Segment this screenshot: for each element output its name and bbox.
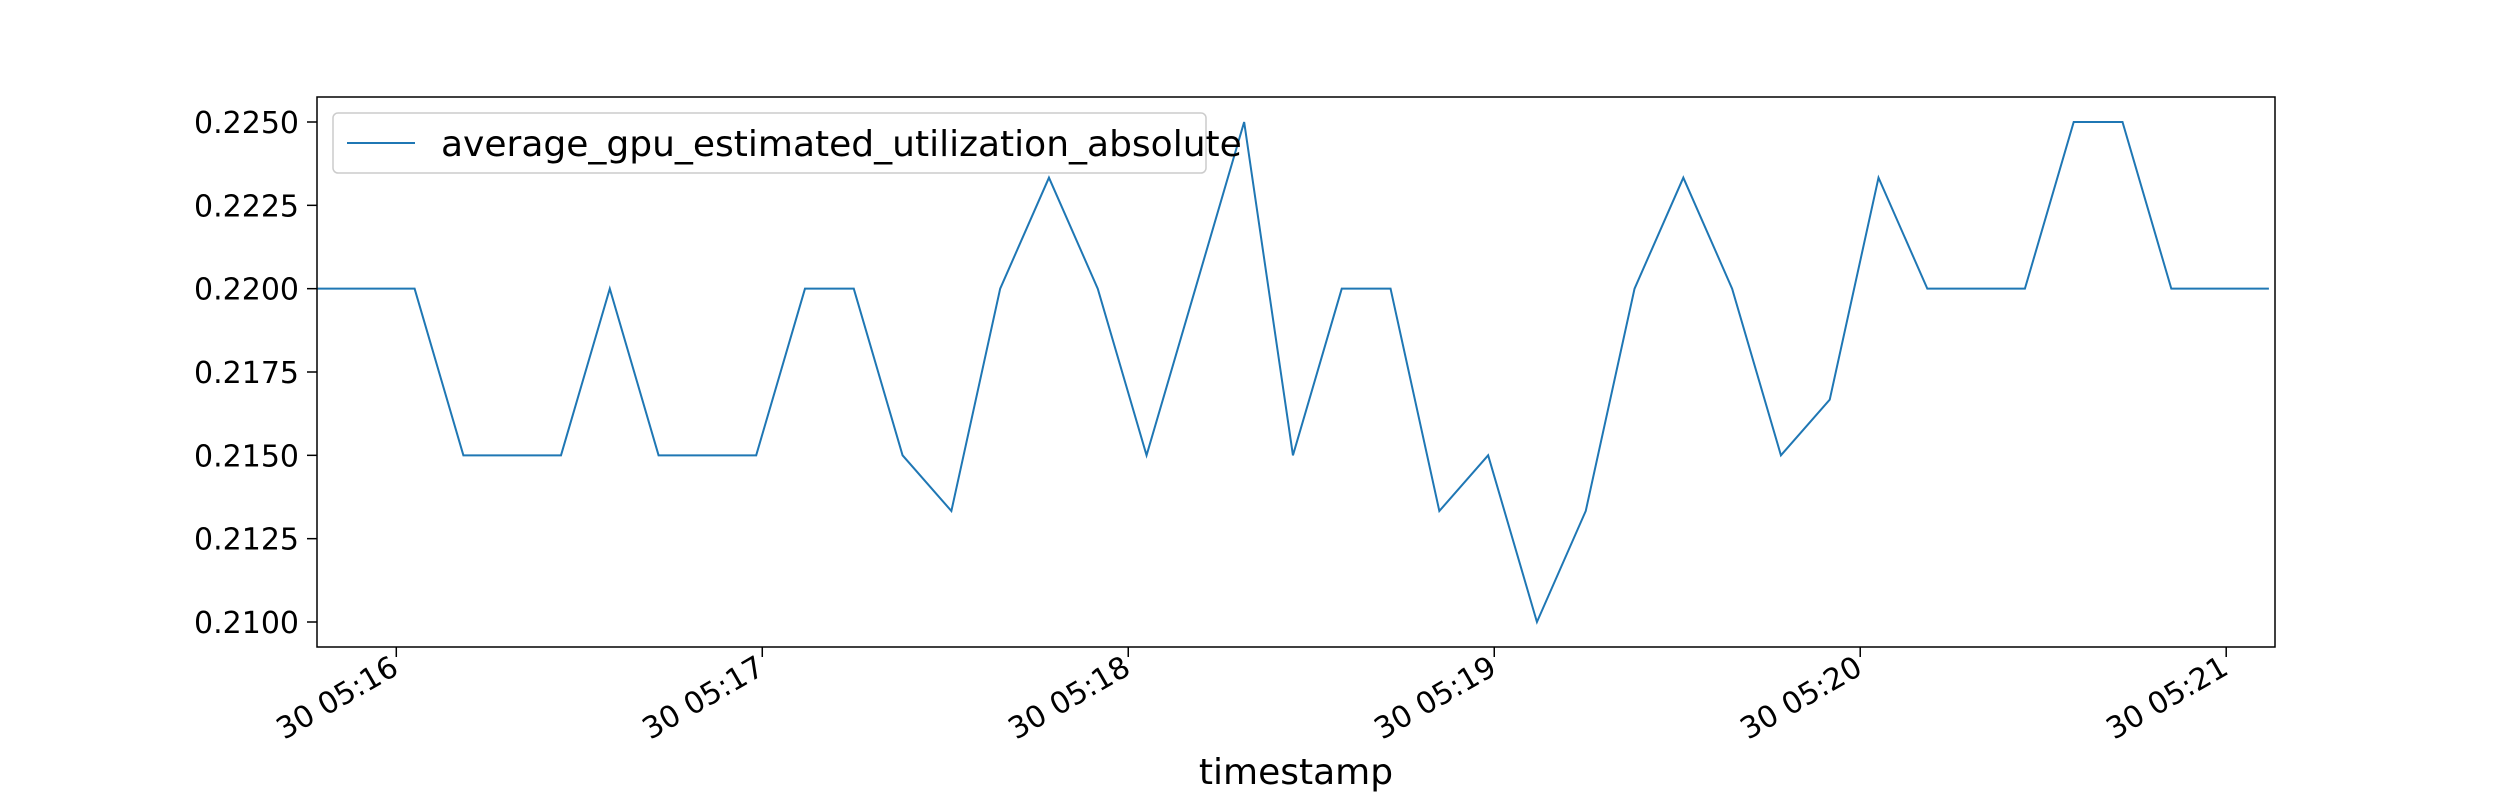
x-tick-label: 30 05:20 [1735, 650, 1869, 747]
x-tick-label: 30 05:16 [271, 650, 405, 747]
series-layer [317, 121, 2269, 625]
plot-area-frame [316, 96, 2276, 648]
x-axis-title: timestamp [1199, 752, 1393, 793]
y-tick-label: 0.2100 [194, 606, 299, 641]
x-tick-label: 30 05:19 [1369, 650, 1503, 747]
y-tick-label: 0.2250 [194, 106, 299, 141]
y-tick-label: 0.2125 [194, 523, 299, 558]
series-line [317, 121, 2269, 625]
y-axis: 0.2100 0.2125 0.2150 0.2175 0.2200 0.2225 0.22… [194, 106, 317, 641]
x-tick-label: 30 05:17 [637, 650, 771, 747]
y-tick-label: 0.2150 [194, 439, 299, 474]
legend-label: average_gpu_estimated_utilization_absolu… [441, 124, 1242, 165]
x-tick-label: 30 05:21 [2101, 650, 2235, 747]
y-tick-label: 0.2225 [194, 189, 299, 224]
legend-box [332, 112, 1207, 174]
legend: average_gpu_estimated_utilization_absolu… [332, 112, 1242, 174]
x-tick-label: 30 05:18 [1003, 650, 1137, 747]
x-axis: 30 05:16 30 05:17 30 05:18 30 05:19 30 05:20… [271, 647, 2235, 747]
y-tick-label: 0.2175 [194, 356, 299, 391]
y-tick-label: 0.2200 [194, 273, 299, 308]
